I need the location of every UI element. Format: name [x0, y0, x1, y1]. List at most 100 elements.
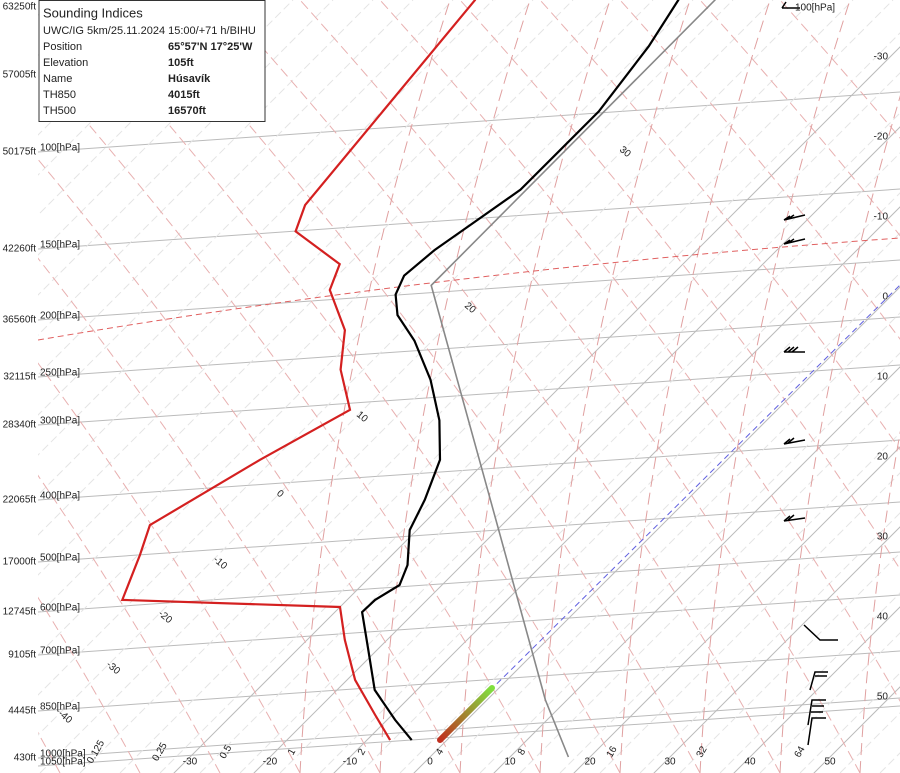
- isobar: [38, 551, 900, 613]
- x-tick-label: -30: [183, 757, 198, 768]
- mixing-ratio-label: 64: [793, 744, 808, 760]
- info-key: Position: [43, 41, 82, 53]
- isotherm-minor: [199, 72, 900, 773]
- info-value: 65°57'N 17°25'W: [168, 41, 253, 53]
- isotherm-minor: [319, 192, 900, 773]
- isobar: [38, 697, 900, 759]
- info-value: 105ft: [168, 57, 194, 69]
- isobar: [38, 316, 900, 378]
- x-tick-label-right: 30: [877, 532, 889, 543]
- altitude-label: 12745ft: [3, 607, 37, 618]
- isobar: [38, 501, 900, 563]
- pressure-label: 150[hPa]: [40, 240, 80, 251]
- isobar: [38, 650, 900, 712]
- mixing-ratio-label: 0.25: [150, 741, 169, 764]
- isotherm-minor: [38, 0, 694, 656]
- pressure-label: 400[hPa]: [40, 491, 80, 502]
- adiabat-label: 20: [462, 300, 478, 316]
- isotherm-minor: [159, 32, 900, 773]
- dry-adiabat: [459, 0, 900, 571]
- isotherm-minor: [38, 0, 574, 536]
- profile-line: [430, 0, 716, 758]
- info-value: 4015ft: [168, 89, 200, 101]
- dry-adiabat: [38, 362, 301, 773]
- x-tick-label-right: 0: [882, 292, 888, 303]
- moist-adiabat: [699, 0, 851, 773]
- lifting-line: [439, 284, 900, 741]
- adiabat-label: -30: [104, 659, 122, 677]
- isotherm: [253, 126, 900, 773]
- pressure-label: 700[hPa]: [40, 646, 80, 657]
- isobar: [38, 364, 900, 426]
- info-key: Elevation: [43, 57, 88, 69]
- isotherm-minor: [38, 0, 654, 616]
- isotherm: [413, 286, 900, 773]
- adiabat-label: 0: [274, 488, 286, 500]
- profile-line: [120, 0, 477, 741]
- altitude-label: 36560ft: [3, 315, 37, 326]
- x-tick-label-right: 40: [877, 612, 889, 623]
- dry-adiabat: [38, 158, 461, 773]
- dry-adiabat: [539, 0, 900, 451]
- isotherm: [733, 606, 900, 773]
- x-tick-label-right: 10: [877, 372, 889, 383]
- isotherm-minor: [79, 0, 854, 773]
- isotherm-minor: [279, 152, 900, 773]
- pressure-label: 300[hPa]: [40, 416, 80, 427]
- info-key: Name: [43, 73, 72, 85]
- x-tick-label: 20: [584, 757, 596, 768]
- mixing-ratio-label: 16: [605, 744, 620, 760]
- pressure-label: 100[hPa]: [795, 3, 835, 14]
- isotherm: [333, 206, 900, 773]
- info-title: Sounding Indices: [43, 5, 143, 20]
- altitude-label: 57005ft: [3, 70, 37, 81]
- moist-adiabat: [859, 430, 900, 773]
- mixing-ratio-label: 1: [286, 747, 299, 758]
- isotherm-minor: [719, 592, 900, 773]
- pressure-label: 1000[hPa]: [40, 749, 86, 760]
- isotherm: [493, 366, 900, 773]
- info-box-frame: [38, 0, 266, 122]
- moist-adiabat: [539, 0, 691, 773]
- altitude-label: 63250ft: [3, 2, 37, 13]
- isotherm-minor: [119, 0, 894, 773]
- x-tick-label: 40: [744, 757, 756, 768]
- isotherm-minor: [39, 0, 814, 773]
- isobar: [38, 188, 900, 250]
- isotherm-minor: [839, 712, 900, 773]
- wind-barbs: [781, 1, 838, 746]
- isotherm: [173, 46, 900, 773]
- isotherm-minor: [559, 432, 900, 773]
- altitude-label: 28340ft: [3, 420, 37, 431]
- pressure-label: 850[hPa]: [40, 702, 80, 713]
- altitude-label: 17000ft: [3, 557, 37, 568]
- adiabat-label: 30: [617, 144, 633, 160]
- moist-adiabat: [299, 0, 451, 773]
- altitude-label: 430ft: [14, 753, 36, 764]
- altitude-label: 50175ft: [3, 147, 37, 158]
- x-tick-label: 0: [427, 757, 433, 768]
- isotherm-minor: [38, 0, 534, 496]
- x-tick-label-right: -10: [874, 212, 889, 223]
- isotherm-minor: [439, 312, 900, 773]
- moist-adiabat: [379, 0, 531, 773]
- isotherm-minor: [38, 0, 734, 696]
- isotherm-minor: [679, 552, 900, 773]
- adiabat-label: 10: [354, 409, 370, 425]
- altitude-label: 9105ft: [8, 650, 36, 661]
- dry-adiabat: [38, 474, 221, 773]
- mixing-ratio-label: 4: [434, 747, 447, 758]
- info-subtitle: UWC/IG 5km/25.11.2024 15:00/+71 h/BIHU: [43, 25, 256, 37]
- info-key: TH500: [43, 105, 76, 117]
- pressure-label: 500[hPa]: [40, 553, 80, 564]
- dry-adiabat: [38, 257, 381, 773]
- x-tick-label-right: -20: [874, 132, 889, 143]
- pressure-label: 1050[hPa]: [40, 757, 86, 768]
- dry-adiabat: [699, 0, 900, 237]
- isobar: [38, 259, 900, 321]
- dry-adiabat: [779, 0, 900, 139]
- isotherm-minor: [38, 0, 614, 576]
